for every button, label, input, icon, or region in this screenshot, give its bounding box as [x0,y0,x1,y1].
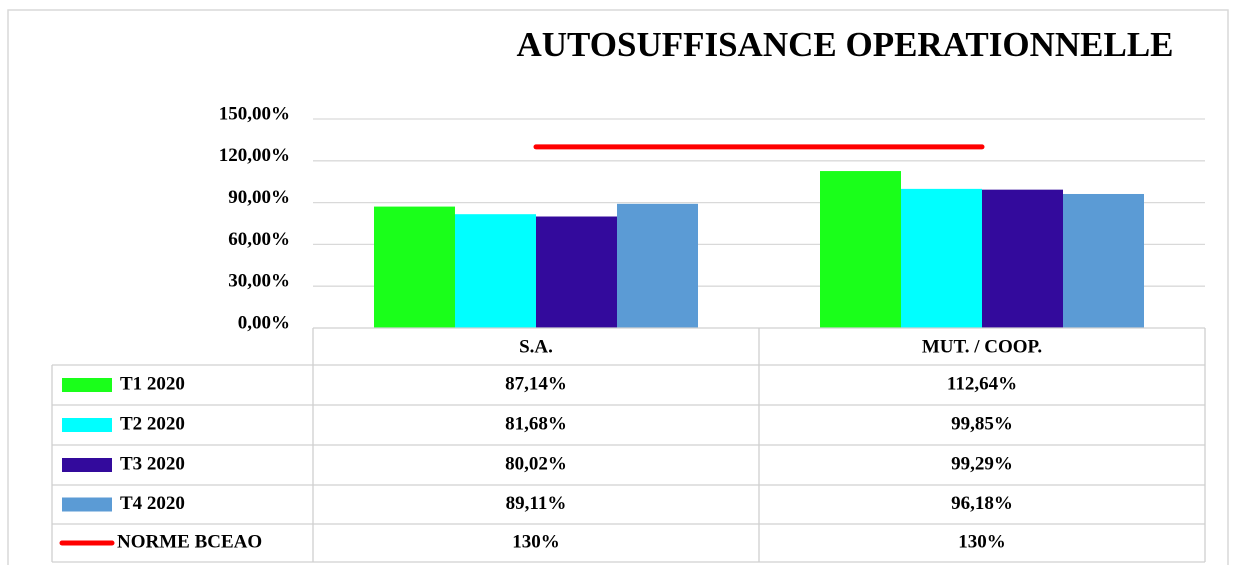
data-label: 130% [958,531,1006,552]
bar [536,216,617,328]
data-label: 112,64% [947,373,1017,394]
bar [820,171,901,328]
data-label: 130% [512,531,560,552]
y-tick-label: 60,00% [228,229,290,250]
bar [374,206,455,328]
legend-label: T2 2020 [120,413,185,434]
category-label: MUT. / COOP. [922,336,1042,357]
data-label: 87,14% [505,373,567,394]
legend-swatch [62,418,112,432]
legend-swatch [62,497,112,512]
legend-label: T3 2020 [120,453,185,474]
bar [901,188,982,328]
legend-label: T4 2020 [120,493,185,514]
chart-frame [7,9,1229,565]
y-tick-label: 120,00% [219,145,290,166]
y-tick-label: 0,00% [238,312,290,333]
data-label: 81,68% [505,413,567,434]
legend-swatch [62,378,112,392]
data-label: 99,85% [951,413,1013,434]
category-label: S.A. [519,336,553,357]
data-label: 96,18% [951,493,1013,514]
y-tick-label: 90,00% [228,187,290,208]
legend-label: T1 2020 [120,373,185,394]
data-label: 80,02% [505,453,567,474]
bar [1063,193,1144,328]
y-tick-label: 150,00% [219,103,290,124]
data-label: 89,11% [506,493,567,514]
bar [982,189,1063,328]
legend-label: NORME BCEAO [117,531,262,552]
y-tick-label: 30,00% [228,271,290,292]
data-label: 99,29% [951,453,1013,474]
legend-swatch [62,458,112,472]
chart-title: AUTOSUFFISANCE OPERATIONNELLE [516,25,1173,64]
bar [455,214,536,328]
bar [617,203,698,328]
